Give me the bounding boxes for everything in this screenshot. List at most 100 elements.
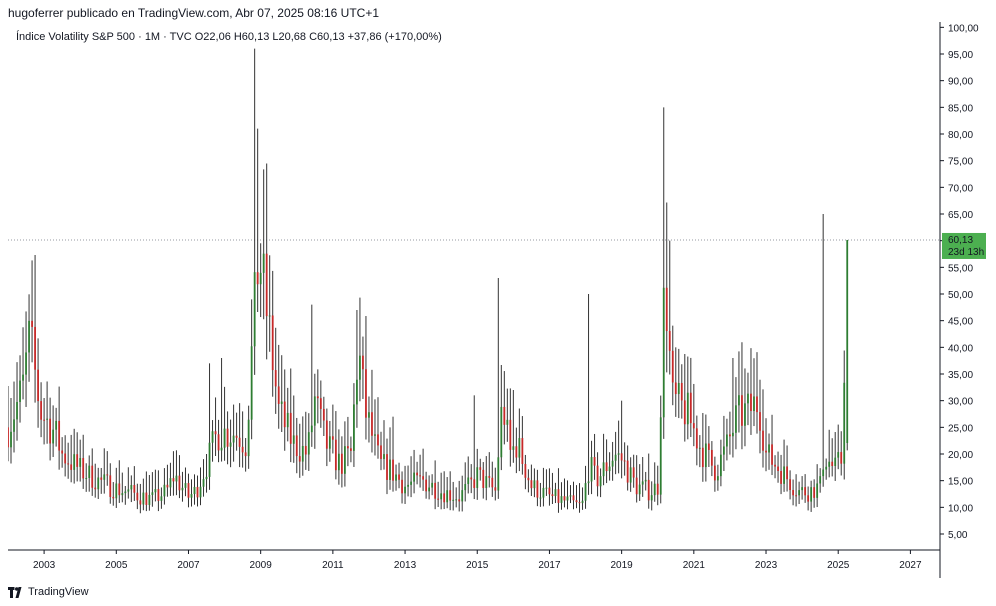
candle-body <box>608 466 611 472</box>
candle-body <box>295 435 298 457</box>
x-tick-label: 2019 <box>611 560 634 571</box>
candle-body <box>506 419 509 425</box>
candle-body <box>738 395 740 406</box>
candle-body <box>563 496 566 501</box>
candle-body <box>187 483 190 498</box>
candle-body <box>118 483 121 496</box>
candles <box>8 48 849 514</box>
candle-body <box>310 425 313 433</box>
x-tick-label: 2021 <box>683 560 706 571</box>
candle-body <box>316 396 319 399</box>
x-tick-label: 2023 <box>755 560 778 571</box>
candle-body <box>334 439 337 471</box>
candle-body <box>729 434 731 437</box>
candle-body <box>515 446 518 458</box>
x-tick-label: 2015 <box>466 560 489 571</box>
y-tick-label: 55,00 <box>948 263 973 274</box>
candle-body <box>298 456 301 462</box>
candle-body <box>716 476 719 481</box>
candle-body <box>617 453 620 455</box>
candle-body <box>659 417 662 495</box>
candle-body <box>422 476 425 480</box>
candle-body <box>488 476 491 478</box>
candle-body <box>304 445 307 455</box>
x-tick-label: 2017 <box>538 560 561 571</box>
candle-body <box>337 453 340 471</box>
candle-body <box>650 495 653 501</box>
candle-body <box>629 467 632 483</box>
candle-body <box>557 489 560 503</box>
candle-body <box>380 445 382 459</box>
price-badge-countdown: 23d 13h <box>948 247 984 258</box>
candle-body <box>88 465 91 478</box>
candle-body <box>163 484 166 497</box>
candle-body <box>343 446 346 474</box>
candle-body <box>22 374 24 381</box>
candle-body <box>695 428 698 449</box>
candle-body <box>124 491 127 494</box>
candle-body <box>813 487 816 498</box>
candle-body <box>774 464 776 467</box>
candle-body <box>241 446 244 453</box>
candle-body <box>25 352 27 375</box>
candle-body <box>268 315 271 317</box>
candle-body <box>301 445 304 462</box>
candle-body <box>313 396 316 426</box>
y-tick-label: 15,00 <box>948 477 973 488</box>
candle-body <box>831 461 834 467</box>
candle-body <box>434 482 437 499</box>
candle-body <box>325 420 328 449</box>
candle-body <box>485 476 488 488</box>
candle-body <box>55 420 58 430</box>
candle-body <box>500 406 503 458</box>
y-tick-label: 10,00 <box>948 503 973 514</box>
time-axis: 2003 2005 2007 2009 2011 2013 2015 2017 2019 2021… <box>33 550 922 571</box>
candle-body <box>572 495 575 501</box>
candle-body <box>109 475 112 497</box>
candle-body <box>157 489 160 501</box>
candle-body <box>719 454 722 477</box>
candle-body <box>710 449 713 466</box>
candle-body <box>271 315 274 371</box>
candle-body <box>593 457 596 466</box>
candle-body <box>359 355 361 380</box>
candle-body <box>780 470 782 484</box>
candle-body <box>521 438 524 464</box>
candle-body <box>765 450 767 453</box>
candle-body <box>322 408 325 421</box>
candle-body <box>64 453 67 464</box>
candle-body <box>620 453 623 461</box>
candle-body <box>590 457 593 482</box>
candle-body <box>106 474 109 476</box>
candle-body <box>28 320 30 353</box>
tradingview-logo-icon <box>8 586 22 598</box>
candle-body <box>494 487 497 491</box>
candle-body <box>340 453 343 474</box>
y-tick-label: 65,00 <box>948 210 973 221</box>
candle-body <box>542 487 545 498</box>
candle-body <box>771 444 773 465</box>
candle-body <box>548 487 551 495</box>
candlestick-chart[interactable]: 5,00 10,00 15,00 20,00 25,00 30,00 35,00 40,00 4… <box>8 22 990 578</box>
candle-body <box>274 370 277 387</box>
candle-body <box>286 412 289 428</box>
candle-body <box>461 490 464 502</box>
candle-body <box>328 436 331 449</box>
candle-body <box>365 369 367 418</box>
chart-area[interactable]: 5,00 10,00 15,00 20,00 25,00 30,00 35,00 40,00 4… <box>8 22 990 578</box>
candle-body <box>816 483 819 498</box>
candle-body <box>283 401 286 428</box>
candle-body <box>178 475 181 491</box>
candle-body <box>175 475 178 482</box>
candle-body <box>142 492 145 505</box>
x-tick-label: 2009 <box>250 560 273 571</box>
candle-body <box>386 454 388 480</box>
candle-body <box>807 495 810 502</box>
candle-body <box>374 434 376 436</box>
candle-body <box>560 496 563 503</box>
candle-body <box>440 493 443 500</box>
candle-body <box>638 484 641 495</box>
candle-body <box>220 447 223 451</box>
candle-body <box>130 485 133 490</box>
